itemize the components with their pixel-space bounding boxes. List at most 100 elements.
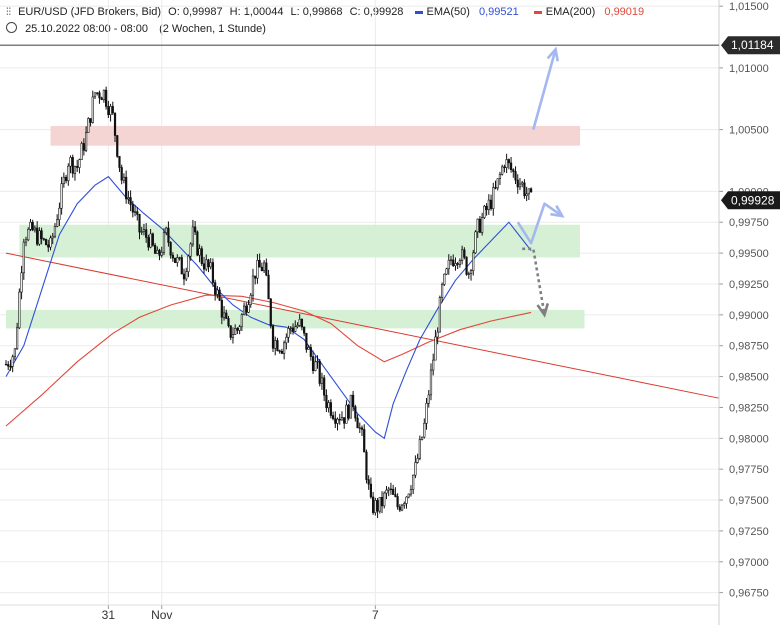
candle-body	[220, 300, 223, 318]
candle-body	[483, 205, 486, 218]
candle-body	[378, 497, 381, 512]
candle-body	[136, 211, 139, 215]
candle-body	[198, 248, 201, 256]
candle-body	[412, 474, 415, 490]
candle-body	[231, 334, 235, 338]
candle-body	[498, 174, 502, 179]
candle-body	[514, 171, 517, 181]
candle-body	[445, 268, 448, 275]
candle-body	[225, 312, 228, 319]
candle-body	[427, 394, 430, 404]
candle-body	[251, 275, 255, 296]
candle-body	[496, 178, 499, 189]
y-tick-label: 1,01500	[729, 1, 769, 13]
ema200-line	[5, 294, 532, 427]
indicator-lines	[5, 175, 720, 440]
candle-body	[158, 249, 161, 256]
candle-body	[365, 451, 368, 480]
candle-body	[289, 327, 292, 329]
candle-body	[376, 500, 379, 512]
candle-body	[307, 347, 310, 350]
candle-body	[165, 227, 168, 234]
candle-body	[229, 325, 232, 338]
candle-body	[33, 227, 37, 231]
interval-label: (2 Wochen, 1 Stunde)	[159, 23, 266, 35]
candle-body	[316, 360, 319, 363]
candle-body	[363, 429, 366, 453]
candle-body	[472, 252, 475, 271]
time-axis: 31 Nov 7	[0, 604, 719, 622]
candle-body	[458, 260, 462, 265]
candle-body	[298, 318, 301, 326]
y-tick-label: 0,96750	[729, 588, 769, 600]
candle-body	[107, 106, 110, 115]
ema50-swatch	[414, 10, 423, 14]
candle-body	[4, 363, 8, 366]
candle-body	[131, 204, 134, 213]
candle-body	[374, 500, 377, 513]
candle-body	[438, 297, 441, 333]
projection-up-arrowhead	[546, 46, 559, 62]
y-tick-label: 0,98000	[729, 433, 769, 445]
candle-body	[320, 377, 324, 384]
grid	[0, 0, 719, 605]
candle-body	[351, 394, 355, 407]
candle-body	[36, 227, 39, 245]
candle-body	[44, 238, 48, 246]
candle-body	[73, 166, 77, 174]
candles	[4, 86, 533, 519]
candle-body	[82, 143, 85, 151]
projection-down-path	[522, 247, 546, 316]
candle-body	[323, 377, 326, 396]
candle-body	[461, 249, 464, 261]
candle-body	[291, 327, 295, 332]
candle-body	[27, 229, 30, 241]
candle-body	[236, 328, 239, 331]
candle-body	[436, 331, 439, 338]
candle-body	[247, 304, 250, 313]
candle-body	[372, 496, 375, 513]
candle-body	[507, 159, 510, 164]
candle-body	[452, 259, 455, 267]
candle-body	[169, 242, 172, 256]
low-value: L: 0,99868	[290, 6, 343, 18]
candle-body	[69, 157, 72, 167]
candle-body	[249, 294, 252, 305]
candle-body	[78, 159, 81, 168]
candle-body	[218, 289, 221, 301]
candle-body	[105, 89, 108, 107]
high-value: H: 1,00044	[229, 6, 284, 18]
candle-body	[296, 325, 299, 328]
candle-body	[345, 404, 348, 424]
y-tick-label: 1,01000	[729, 63, 769, 75]
candle-body	[343, 417, 346, 424]
candle-body	[60, 183, 63, 209]
candle-body	[525, 193, 528, 196]
candle-body	[194, 226, 197, 233]
candle-body	[478, 218, 482, 233]
projection-up-path	[532, 49, 557, 130]
candle-body	[409, 489, 413, 495]
candle-body	[200, 248, 203, 265]
candle-body	[145, 229, 148, 238]
candle-body	[20, 272, 23, 293]
candle-body	[58, 207, 61, 221]
candle-body	[447, 259, 450, 270]
candle-body	[171, 254, 174, 259]
candle-body	[138, 214, 141, 233]
ema50-value: 0,99521	[478, 6, 519, 18]
candle-body	[109, 106, 112, 115]
candle-body	[56, 219, 59, 227]
candle-body	[196, 231, 199, 256]
candle-body	[269, 298, 272, 327]
candle-body	[380, 497, 384, 507]
candle-body	[425, 402, 428, 424]
candle-body	[338, 418, 341, 421]
candle-body	[265, 262, 268, 276]
candle-body	[31, 221, 34, 231]
candle-body	[305, 332, 308, 350]
candle-body	[336, 418, 339, 424]
candle-body	[156, 249, 159, 254]
instrument-label: EUR/USD (JFD Brokers, Bid)	[18, 6, 162, 18]
